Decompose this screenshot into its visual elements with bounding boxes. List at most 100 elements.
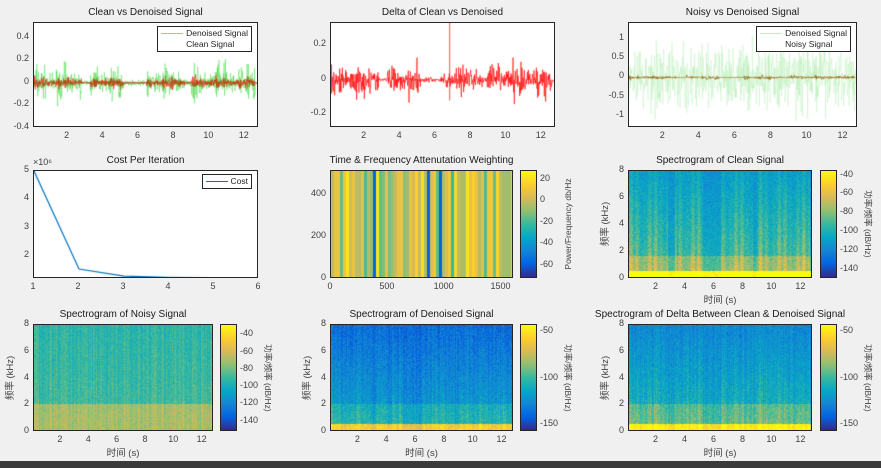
colorbar-tick-label: -40 xyxy=(840,168,854,179)
y-tick-label: 0 xyxy=(320,425,326,435)
x-tick-label: 2 xyxy=(653,281,659,291)
x-tick-label: 1500 xyxy=(490,281,511,291)
y-tick-label: 2 xyxy=(23,398,29,409)
x-tick-label: 12 xyxy=(238,130,249,140)
x-tick-label: 4 xyxy=(681,434,688,444)
x-axis-label: 时间 (s) xyxy=(106,448,140,459)
plot-canvas-6 xyxy=(629,171,811,277)
y-tick-label: 2 xyxy=(618,245,624,255)
x-tick-label: 8 xyxy=(467,130,473,140)
colorbar-tick-label: -100 xyxy=(540,371,559,382)
y-tick-label: -0.2 xyxy=(310,107,326,118)
plot-title: Spectrogram of Noisy Signal xyxy=(59,309,187,320)
legend-label: Cost xyxy=(230,176,248,186)
x-tick-label: 8 xyxy=(739,281,745,291)
legend[interactable]: Denoised Signal Clean Signal xyxy=(157,26,252,52)
y-tick-label: 0.2 xyxy=(16,53,29,64)
y-tick-label: -0.2 xyxy=(13,98,29,109)
plot-title: Noisy vs Denoised Signal xyxy=(685,7,800,18)
legend-swatch xyxy=(161,33,184,34)
plot-axes-5[interactable] xyxy=(330,170,513,278)
x-tick-label: 8 xyxy=(170,130,176,140)
y-tick-label: 0 xyxy=(320,72,326,83)
y-tick-label: 200 xyxy=(310,229,326,240)
x-tick-label: 4 xyxy=(695,130,701,140)
y-tick-label: 400 xyxy=(310,187,326,198)
x-tick-label: 4 xyxy=(85,434,91,444)
x-tick-label: 10 xyxy=(203,130,214,140)
legend-label: Noisy Signal xyxy=(785,39,833,49)
x-tick-label: 3 xyxy=(120,281,126,291)
colorbar-tick-label: -150 xyxy=(540,417,559,428)
y-tick-label: 4 xyxy=(618,218,624,228)
colorbar-label: 功率/频率 (dB/Hz) xyxy=(563,343,573,412)
y-axis-label: 频率 (kHz) xyxy=(302,355,313,400)
plot-axes-9[interactable] xyxy=(628,324,812,431)
x-tick-label: 2 xyxy=(57,434,63,444)
x-tick-label: 10 xyxy=(766,281,777,291)
legend-label: Denoised Signal xyxy=(785,28,847,38)
plot-title: Clean vs Denoised Signal xyxy=(88,7,203,18)
x-tick-label: 6 xyxy=(432,130,438,140)
legend-swatch xyxy=(760,33,783,34)
x-tick-label: 5 xyxy=(210,281,216,291)
y-tick-label: 8 xyxy=(618,164,624,174)
x-tick-label: 2 xyxy=(653,434,659,444)
x-tick-label: 4 xyxy=(681,281,688,291)
plot-title: Delta of Clean vs Denoised xyxy=(381,7,504,18)
y-tick-label: 0 xyxy=(23,75,29,86)
x-tick-label: 10 xyxy=(766,434,777,444)
y-tick-label: 4 xyxy=(23,192,29,203)
colorbar-tick-label: -100 xyxy=(240,380,259,391)
x-tick-label: 10 xyxy=(467,434,478,444)
y-tick-label: 0 xyxy=(23,425,29,435)
y-tick-label: 4 xyxy=(320,371,326,382)
y-tick-label: 8 xyxy=(23,318,29,328)
colorbar-tick-label: -120 xyxy=(240,397,259,408)
y-tick-label: 0 xyxy=(618,425,624,435)
plot-title: Spectrogram of Denoised Signal xyxy=(349,309,494,320)
x-tick-label: 8 xyxy=(441,434,447,444)
colorbar-tick-label: -150 xyxy=(840,417,859,428)
plot-axes-7[interactable] xyxy=(33,324,213,431)
colorbar-tick-label: -120 xyxy=(840,243,859,254)
plot-canvas-8 xyxy=(331,325,512,430)
x-tick-label: 12 xyxy=(196,434,207,444)
y-tick-label: 4 xyxy=(23,371,29,382)
x-axis-label: 时间 (s) xyxy=(405,448,438,459)
x-tick-label: 1000 xyxy=(433,281,454,291)
legend-label: Denoised Signal xyxy=(186,28,248,38)
legend-swatch xyxy=(205,181,228,182)
colorbar-tick-label: -60 xyxy=(240,345,254,356)
y-tick-label: 6 xyxy=(23,344,29,355)
legend[interactable]: Denoised Signal Noisy Signal xyxy=(756,26,851,52)
legend[interactable]: Cost xyxy=(201,174,252,189)
x-tick-label: 12 xyxy=(837,130,848,140)
colorbar-tick-label: -140 xyxy=(840,262,859,273)
x-tick-label: 4 xyxy=(383,434,389,444)
x-tick-label: 4 xyxy=(99,130,105,140)
colorbar-tick-label: -140 xyxy=(240,414,259,425)
plot-axes-6[interactable] xyxy=(628,170,812,278)
plot-axes-2[interactable] xyxy=(330,22,555,127)
plot-canvas-2 xyxy=(331,23,554,126)
colorbar-tick-label: -100 xyxy=(840,371,859,382)
colorbar-label: 功率/频率 (dB/Hz) xyxy=(863,190,873,258)
x-tick-label: 6 xyxy=(710,281,716,291)
legend-entry: Denoised Signal xyxy=(760,28,847,39)
plot-canvas-5 xyxy=(331,171,512,277)
y-tick-label: 4 xyxy=(618,371,624,382)
y-axis-label: 频率 (kHz) xyxy=(600,355,611,400)
legend-entry: Clean Signal xyxy=(161,39,248,50)
x-tick-label: 1 xyxy=(30,281,36,291)
x-tick-label: 6 xyxy=(114,434,120,444)
plot-title: Spectrogram of Clean Signal xyxy=(656,155,784,166)
x-tick-label: 4 xyxy=(165,281,171,291)
plot-axes-8[interactable] xyxy=(330,324,513,431)
x-tick-label: 12 xyxy=(795,281,806,291)
colorbar xyxy=(220,324,237,431)
plot-title: Spectrogram of Delta Between Clean & Den… xyxy=(594,309,846,320)
y-tick-label: -1 xyxy=(615,109,624,120)
y-tick-label: 0 xyxy=(618,70,624,81)
colorbar-label: 功率/频率 (dB/Hz) xyxy=(263,343,273,412)
